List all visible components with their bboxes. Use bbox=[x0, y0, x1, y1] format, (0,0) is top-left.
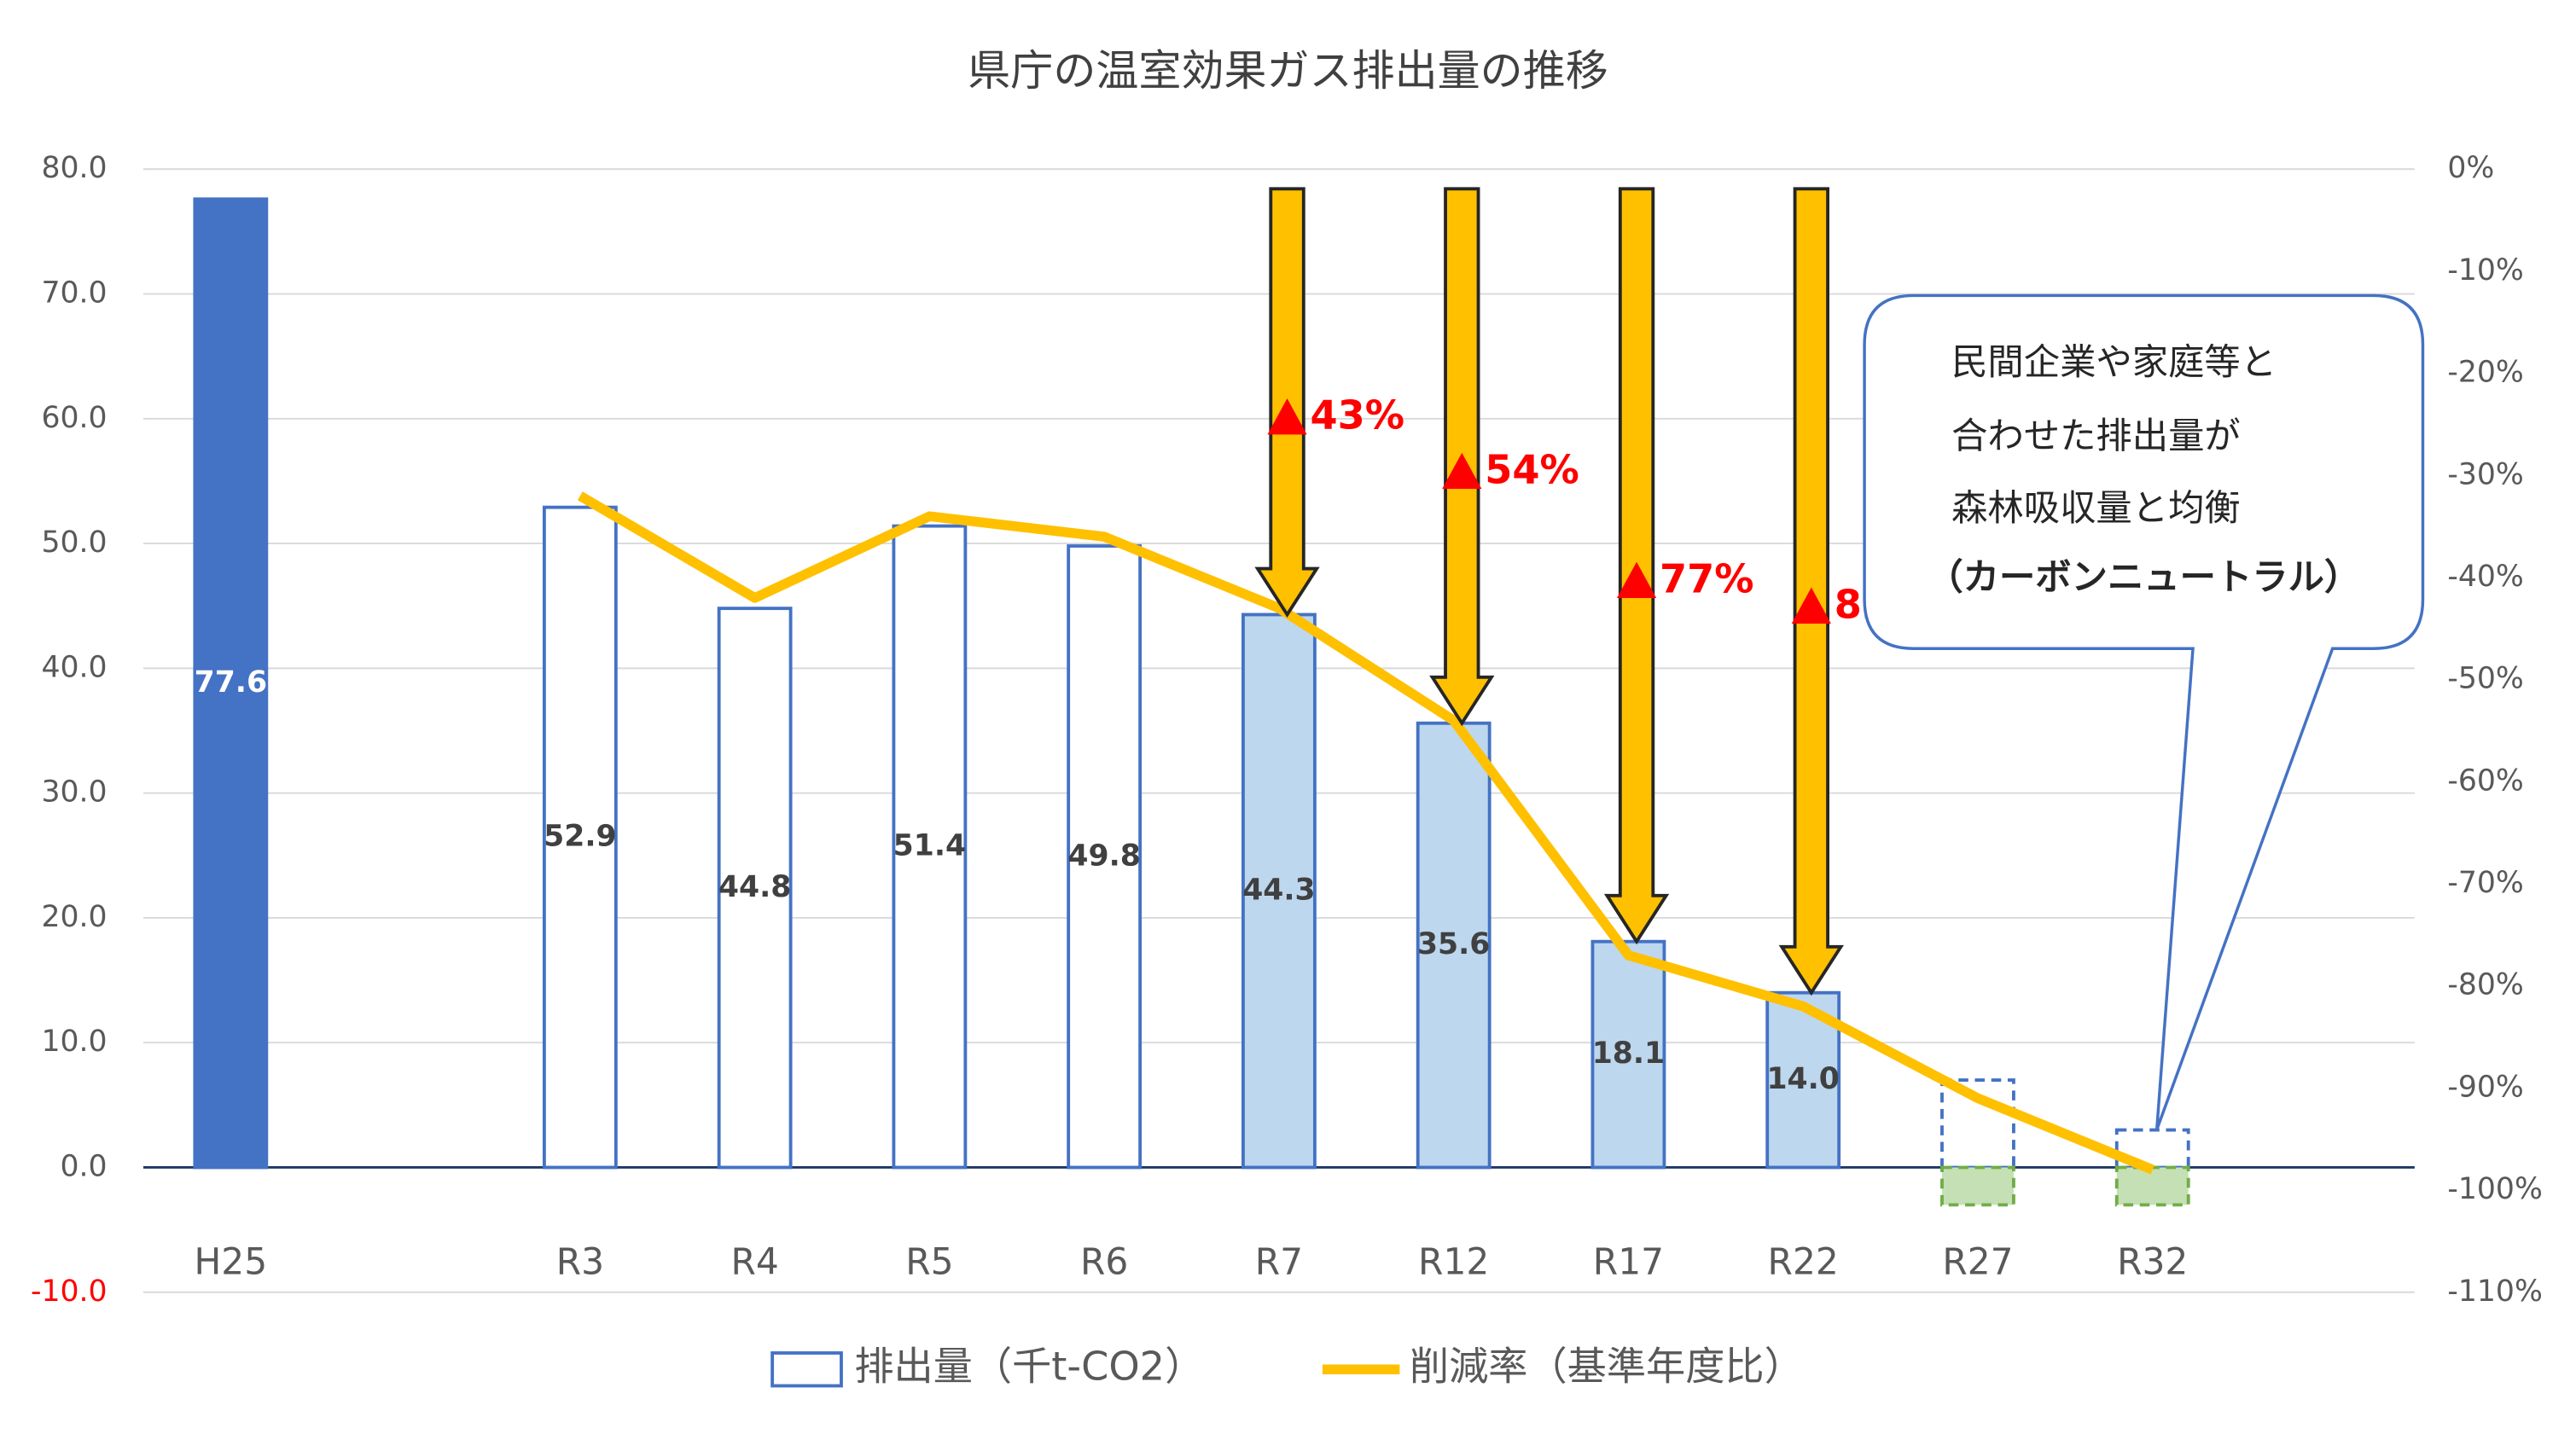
y2-tick-label: -40% bbox=[2447, 560, 2523, 594]
data-label: 77.6 bbox=[195, 665, 267, 700]
y2-tick-label: -70% bbox=[2447, 866, 2523, 900]
chart-title: 県庁の温室効果ガス排出量の推移 bbox=[968, 46, 1608, 96]
x-tick-label: R3 bbox=[556, 1241, 604, 1283]
data-label: 49.8 bbox=[1067, 839, 1140, 873]
data-label: 51.4 bbox=[893, 829, 966, 863]
y2-tick-label: -90% bbox=[2447, 1070, 2523, 1104]
bar bbox=[193, 197, 269, 1170]
y-tick-label: 80.0 bbox=[42, 151, 108, 185]
bar bbox=[2114, 1165, 2190, 1207]
y-tick-label: -10.0 bbox=[31, 1275, 108, 1309]
x-tick-label: R7 bbox=[1255, 1241, 1303, 1283]
x-tick-label: R22 bbox=[1768, 1241, 1839, 1283]
y2-tick-label: 0% bbox=[2447, 151, 2494, 185]
data-label: 14.0 bbox=[1766, 1062, 1839, 1096]
x-tick-label: R4 bbox=[730, 1241, 778, 1283]
y-tick-label: 30.0 bbox=[42, 775, 108, 810]
annotation: 77% bbox=[1660, 555, 1754, 601]
y2-tick-label: -20% bbox=[2447, 356, 2523, 390]
bar bbox=[542, 505, 618, 1170]
y-tick-label: 70.0 bbox=[42, 276, 108, 311]
y-tick-label: 10.0 bbox=[42, 1025, 108, 1059]
callout-text: 民間企業や家庭等と bbox=[1951, 341, 2277, 383]
annotation: 54% bbox=[1485, 446, 1579, 492]
y2-tick-label: -50% bbox=[2447, 662, 2523, 696]
bar bbox=[717, 607, 793, 1170]
bar bbox=[892, 524, 968, 1170]
line bbox=[577, 491, 2154, 1175]
annotation-triangle bbox=[1267, 398, 1307, 435]
legend-label: 削減率（基準年度比） bbox=[1410, 1344, 1804, 1390]
data-label: 35.6 bbox=[1417, 927, 1490, 961]
x-tick-label: R32 bbox=[2117, 1241, 2188, 1283]
y-tick-label: 40.0 bbox=[42, 650, 108, 684]
y-tick-label: 0.0 bbox=[61, 1149, 108, 1183]
y2-tick-label: -80% bbox=[2447, 968, 2523, 1002]
bar bbox=[1067, 544, 1143, 1170]
x-tick-label: R12 bbox=[1418, 1241, 1489, 1283]
data-label: 44.3 bbox=[1242, 873, 1315, 907]
x-tick-label: R5 bbox=[905, 1241, 953, 1283]
x-tick-label: R27 bbox=[1942, 1241, 2013, 1283]
y-tick-label: 60.0 bbox=[42, 401, 108, 435]
data-label: 52.9 bbox=[544, 820, 616, 854]
y2-tick-label: -60% bbox=[2447, 764, 2523, 798]
data-label: 18.1 bbox=[1592, 1036, 1665, 1071]
x-tick-label: R6 bbox=[1080, 1241, 1128, 1283]
callout-text: （カーボンニュートラル） bbox=[1927, 556, 2360, 598]
y2-tick-label: -100% bbox=[2447, 1172, 2542, 1206]
annotation-triangle bbox=[1616, 561, 1657, 599]
y-tick-label: 50.0 bbox=[42, 525, 108, 560]
annotation-triangle bbox=[1791, 587, 1831, 624]
y-tick-label: 20.0 bbox=[42, 900, 108, 934]
legend-swatch bbox=[770, 1351, 843, 1388]
y2-tick-label: -30% bbox=[2447, 457, 2523, 491]
y2-tick-label: -110% bbox=[2447, 1275, 2542, 1309]
bar bbox=[1416, 721, 1492, 1170]
x-tick-label: H25 bbox=[194, 1241, 267, 1283]
annotation-triangle bbox=[1442, 452, 1482, 490]
bar bbox=[1940, 1165, 2015, 1207]
callout-text: 森林吸収量と均衡 bbox=[1951, 487, 2241, 529]
callout-text: 合わせた排出量が bbox=[1951, 415, 2241, 456]
x-tick-label: R17 bbox=[1593, 1241, 1664, 1283]
y2-tick-label: -10% bbox=[2447, 253, 2523, 287]
annotation: 43% bbox=[1310, 392, 1404, 438]
bar bbox=[1241, 613, 1317, 1170]
bar bbox=[1590, 939, 1666, 1170]
callout-box bbox=[1863, 293, 2425, 1130]
data-label: 44.8 bbox=[718, 870, 791, 904]
legend-label: 排出量（千t-CO2） bbox=[854, 1344, 1204, 1390]
